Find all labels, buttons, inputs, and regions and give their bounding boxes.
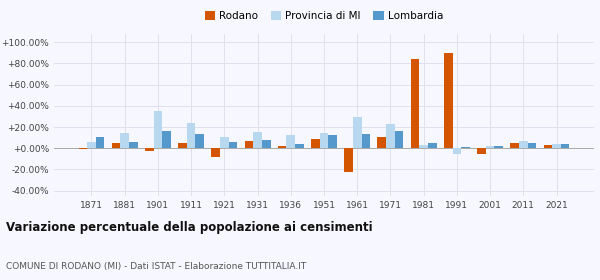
Bar [344, 148, 353, 172]
Bar [362, 134, 370, 148]
Bar [220, 137, 229, 148]
Bar [253, 132, 262, 148]
Bar [461, 147, 470, 148]
Bar [410, 59, 419, 148]
Text: Variazione percentuale della popolazione ai censimenti: Variazione percentuale della popolazione… [6, 221, 373, 234]
Bar [511, 143, 519, 148]
Bar [162, 131, 171, 148]
Bar [129, 142, 137, 148]
Bar [121, 133, 129, 148]
Text: COMUNE DI RODANO (MI) - Dati ISTAT - Elaborazione TUTTITALIA.IT: COMUNE DI RODANO (MI) - Dati ISTAT - Ela… [6, 262, 306, 271]
Bar [486, 146, 494, 148]
Bar [377, 137, 386, 148]
Bar [145, 148, 154, 151]
Bar [112, 143, 121, 148]
Bar [196, 134, 204, 148]
Bar [477, 148, 486, 153]
Bar [87, 142, 96, 148]
Bar [286, 136, 295, 148]
Bar [353, 117, 362, 148]
Bar [544, 145, 552, 148]
Bar [419, 145, 428, 148]
Bar [386, 124, 395, 148]
Bar [79, 148, 87, 149]
Bar [229, 142, 238, 148]
Bar [552, 144, 561, 148]
Bar [262, 140, 271, 148]
Bar [452, 148, 461, 153]
Bar [295, 144, 304, 148]
Bar [211, 148, 220, 157]
Bar [311, 139, 320, 148]
Bar [96, 137, 104, 148]
Bar [154, 111, 162, 148]
Bar [178, 143, 187, 148]
Bar [320, 133, 328, 148]
Bar [187, 123, 196, 148]
Bar [444, 53, 452, 148]
Bar [527, 143, 536, 148]
Bar [278, 146, 286, 148]
Bar [519, 141, 527, 148]
Bar [494, 146, 503, 148]
Bar [395, 131, 403, 148]
Legend: Rodano, Provincia di MI, Lombardia: Rodano, Provincia di MI, Lombardia [200, 7, 448, 25]
Bar [245, 141, 253, 148]
Bar [328, 136, 337, 148]
Bar [561, 144, 569, 148]
Bar [428, 143, 437, 148]
